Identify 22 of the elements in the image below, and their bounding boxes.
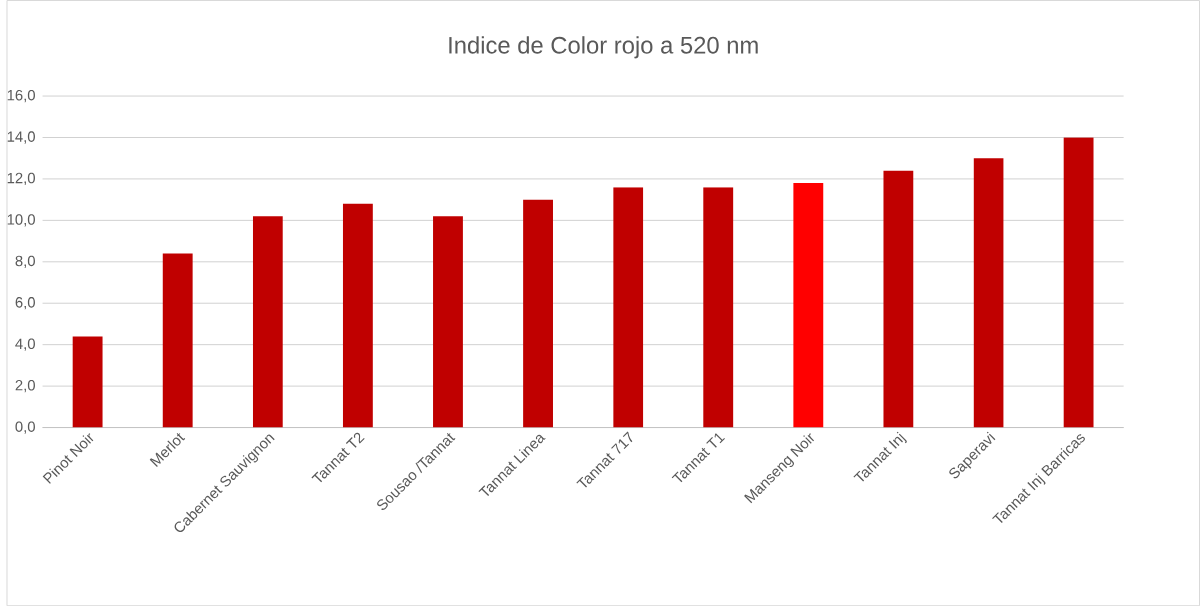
bar xyxy=(973,158,1004,428)
y-tick-label: 4,0 xyxy=(15,338,35,351)
bar xyxy=(342,203,373,428)
y-tick-label: 6,0 xyxy=(15,296,35,310)
bar xyxy=(1063,137,1094,428)
y-tick-label: 14,0 xyxy=(7,131,35,144)
y-tick-label: 10,0 xyxy=(7,214,35,227)
bar xyxy=(613,187,644,428)
chart-title: Indice de Color rojo a 520 nm xyxy=(449,36,758,59)
bar xyxy=(72,336,103,428)
bar xyxy=(162,253,193,428)
bar xyxy=(883,170,914,428)
y-tick-label: 8,0 xyxy=(15,255,35,268)
bar xyxy=(252,216,283,428)
bar xyxy=(793,182,824,428)
bar xyxy=(703,187,734,428)
y-tick-label: 2,0 xyxy=(15,379,35,393)
bar xyxy=(523,199,553,428)
y-tick-label: 12,0 xyxy=(7,172,35,185)
bar xyxy=(433,216,463,428)
y-tick-label: 16,0 xyxy=(7,89,35,103)
y-tick-label: 0,0 xyxy=(15,421,35,434)
